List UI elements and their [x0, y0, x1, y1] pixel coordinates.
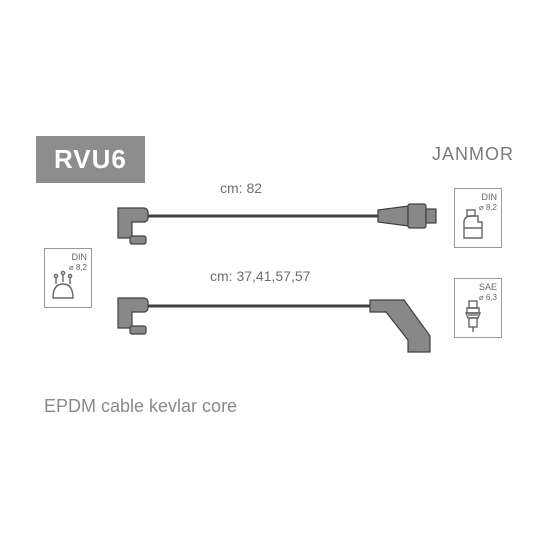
- spec-rt-standard: DIN: [482, 192, 498, 202]
- spec-box-right-top: DIN ⌀ 8,2: [454, 188, 502, 248]
- spec-box-left: DIN ⌀ 8,2: [44, 248, 92, 308]
- distributor-cap-icon: [48, 268, 78, 304]
- cable-2-drawing: [108, 286, 442, 358]
- coil-boot-icon: [458, 208, 488, 244]
- brand-label: JANMOR: [432, 144, 514, 165]
- spec-rb-standard: SAE: [479, 282, 497, 292]
- product-code-text: RVU6: [54, 144, 127, 174]
- material-description: EPDM cable kevlar core: [44, 396, 237, 417]
- cable-1-length: cm: 82: [220, 180, 262, 196]
- spark-plug-icon: [458, 298, 488, 334]
- spec-left-standard: DIN: [72, 252, 88, 262]
- cable-2-length: cm: 37,41,57,57: [210, 268, 310, 284]
- cable-1-drawing: [108, 196, 442, 248]
- spec-box-right-bottom: SAE ⌀ 6,3: [454, 278, 502, 338]
- product-code-badge: RVU6: [36, 136, 145, 183]
